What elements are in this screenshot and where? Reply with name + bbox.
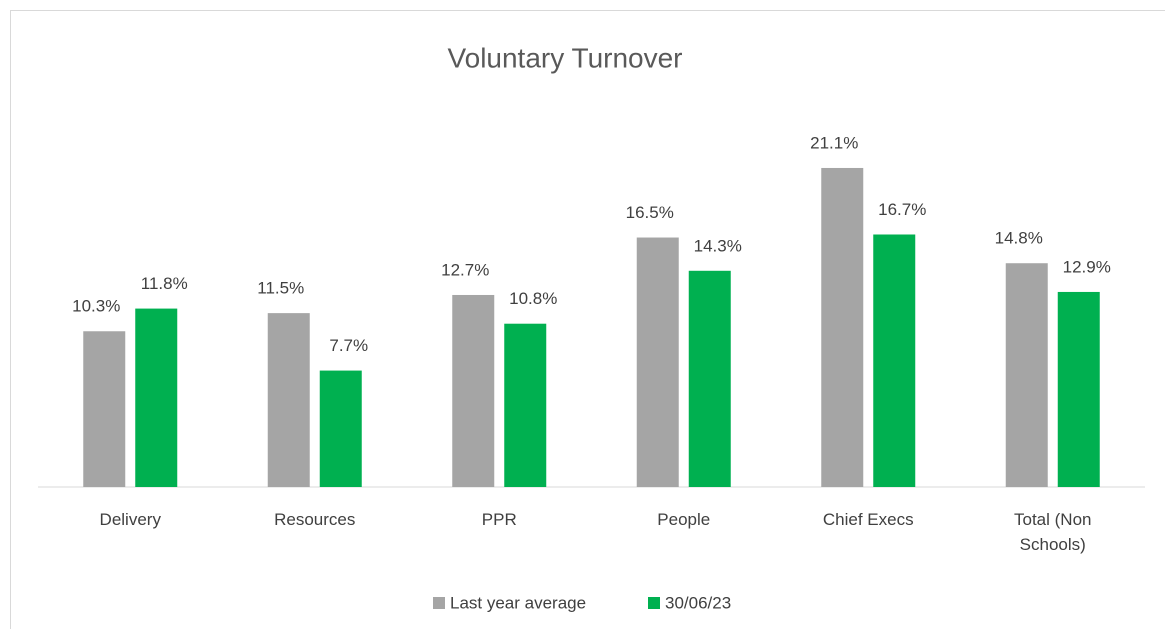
bar [688, 270, 731, 487]
data-label: 10.3% [72, 297, 120, 316]
bar [636, 237, 679, 487]
data-label: 7.7% [329, 336, 368, 355]
bar [1057, 291, 1100, 487]
data-label: 21.1% [810, 133, 858, 152]
bar [821, 167, 864, 487]
data-label: 16.5% [626, 203, 674, 222]
bar [452, 294, 495, 487]
legend-label: Last year average [450, 593, 586, 612]
x-tick-label: PPR [481, 510, 517, 529]
data-label: 14.3% [694, 236, 742, 255]
data-label: 12.7% [441, 260, 489, 279]
bar [873, 234, 916, 487]
bar [1005, 263, 1048, 487]
bar [135, 308, 178, 487]
data-label: 10.8% [509, 289, 557, 308]
x-tick-label: Delivery [99, 510, 161, 529]
data-label: 11.8% [141, 274, 188, 293]
data-label: 14.8% [995, 229, 1043, 248]
bar [319, 370, 362, 487]
chart-title: Voluntary Turnover [447, 42, 682, 73]
bar [504, 323, 547, 487]
legend-swatch [648, 597, 660, 609]
chart-frame [10, 10, 1165, 629]
x-tick-label: Chief Execs [822, 510, 914, 529]
bar [267, 313, 310, 487]
data-label: 12.9% [1063, 257, 1111, 276]
data-label: 16.7% [878, 200, 926, 219]
x-tick-label: People [657, 510, 711, 529]
legend-swatch [433, 597, 445, 609]
bar [83, 331, 126, 487]
x-tick-label: Total (Non Schools) [1014, 510, 1092, 554]
x-tick-label: Resources [274, 510, 356, 529]
data-label: 11.5% [257, 279, 304, 298]
legend-label: 30/06/23 [665, 593, 731, 612]
